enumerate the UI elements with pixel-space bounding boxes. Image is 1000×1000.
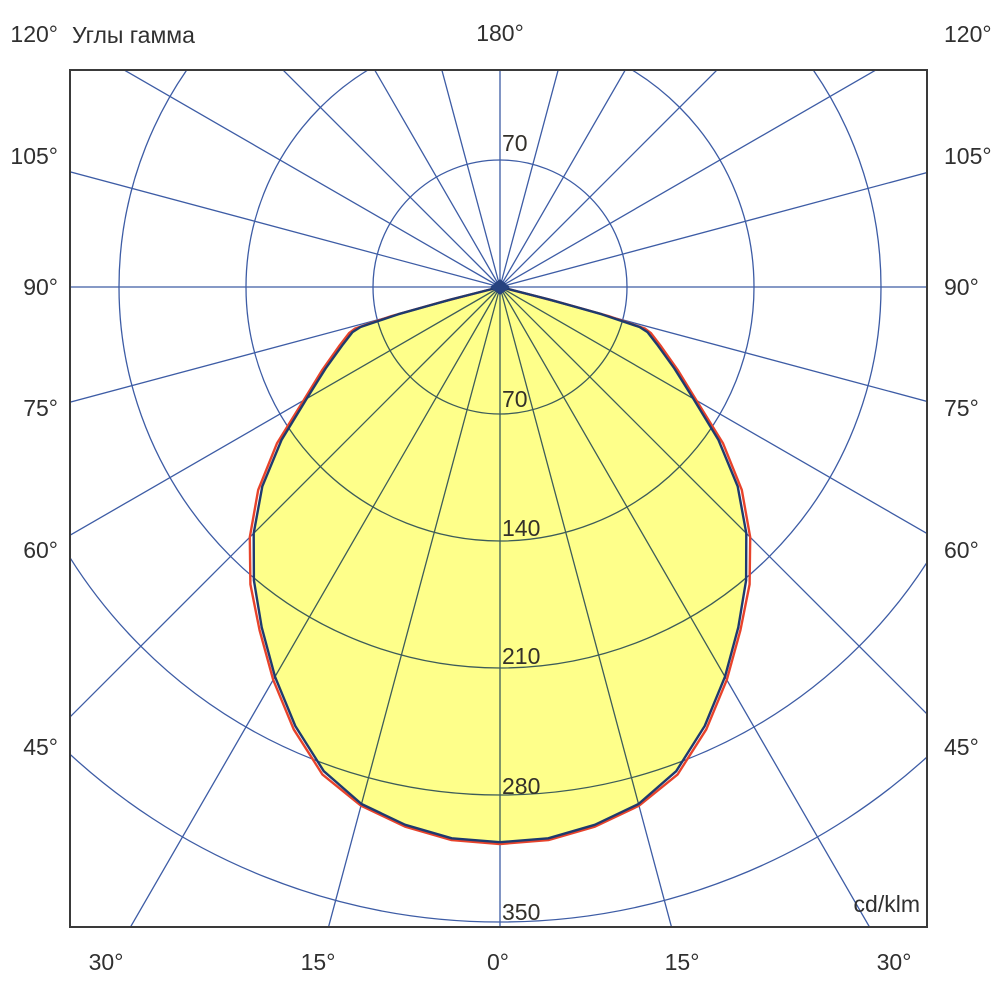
- polar-grid-ray: [70, 286, 501, 403]
- gamma-angle-label: 15°: [301, 949, 336, 975]
- pole-marker: [490, 279, 510, 295]
- ring-value-label: 280: [502, 773, 540, 799]
- label-layer: 120° 180° 120° 105° 105° 90° 90° 75° 75° 60° 60° 45…: [10, 20, 991, 975]
- radial-unit-label: cd/klm: [853, 891, 920, 917]
- gamma-angle-label: 45°: [944, 734, 979, 760]
- gamma-angle-label: 30°: [877, 949, 912, 975]
- gamma-angle-label: 105°: [10, 143, 58, 169]
- gamma-angle-label: 60°: [944, 537, 979, 563]
- ring-value-label: 350: [502, 899, 540, 925]
- gamma-angle-label: 15°: [665, 949, 700, 975]
- polar-grid-ray: [129, 286, 501, 927]
- ring-value-label: 70: [502, 386, 528, 412]
- ring-value-label: 140: [502, 515, 540, 541]
- gamma-angle-label: 90°: [944, 274, 979, 300]
- gamma-angle-label: 0°: [487, 949, 509, 975]
- polar-grid-ray: [441, 70, 501, 288]
- gamma-angle-label: 30°: [89, 949, 124, 975]
- intensity-curve-c90-c270: [252, 285, 748, 844]
- gamma-angle-label: 120°: [10, 21, 58, 47]
- polar-grid-ray: [122, 70, 501, 288]
- ring-value-label: 210: [502, 643, 540, 669]
- gamma-angle-label: 120°: [944, 21, 992, 47]
- gamma-angle-label: 90°: [23, 274, 58, 300]
- polar-grid-ray: [499, 70, 718, 288]
- gamma-angle-label: 45°: [23, 734, 58, 760]
- polar-grid-ray: [499, 286, 673, 927]
- gamma-angle-label: 75°: [944, 395, 979, 421]
- gamma-angle-label: 180°: [476, 20, 524, 46]
- curve-layer: [248, 285, 752, 846]
- polar-grid-ray: [70, 286, 501, 718]
- polar-grid-ray: [327, 286, 501, 927]
- polar-grid-ray: [373, 70, 501, 288]
- polar-grid-ray: [499, 286, 871, 927]
- polar-grid-ray: [70, 171, 501, 288]
- polar-grid-ray: [499, 70, 559, 288]
- polar-grid-ray: [499, 286, 927, 403]
- ring-value-label: 70: [502, 130, 528, 156]
- chart-title: Углы гамма: [72, 22, 195, 48]
- polar-grid-ray: [499, 70, 627, 288]
- plot-frame: [69, 69, 928, 928]
- polar-grid-ray: [282, 70, 501, 288]
- polar-grid-ray: [499, 286, 927, 715]
- intensity-curve-c0-c180: [248, 285, 752, 846]
- polar-grid-ray: [70, 286, 501, 537]
- polar-grid-ray: [499, 286, 927, 535]
- gamma-angle-label: 105°: [944, 143, 992, 169]
- gamma-angle-label: 60°: [23, 537, 58, 563]
- polar-grid-ray: [499, 70, 878, 288]
- polar-grid-ray: [499, 171, 927, 288]
- gamma-angle-label: 75°: [23, 395, 58, 421]
